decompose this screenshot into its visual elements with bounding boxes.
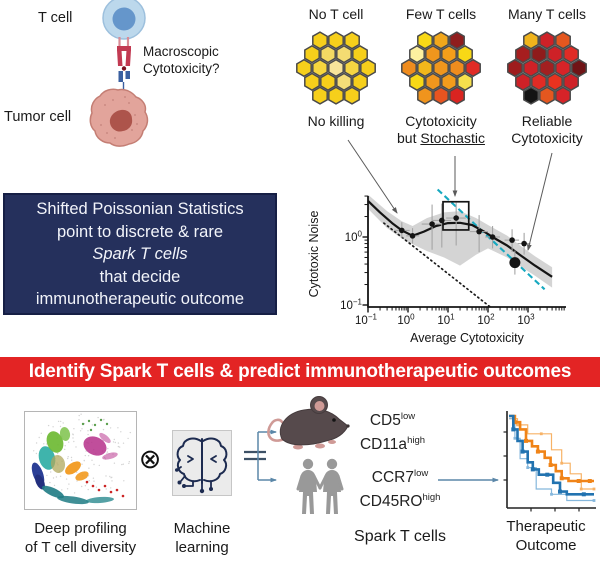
headline-banner: Identify Spark T cells & predict immunot… [0,357,600,387]
statement-line-1: Shifted Poissonian Statistics [36,200,244,218]
statement-box: Shifted Poissonian Statistics point to d… [3,193,277,315]
therapeutic-outcome-line1: Therapeutic [506,518,586,535]
marker-cd5-base: CD5 [369,412,401,430]
caption-stochastic-line2-prefix: but [397,130,421,146]
marker-cd11a-base: CD11a [359,436,408,454]
svg-text:100: 100 [397,313,415,328]
svg-text:100: 100 [345,230,363,245]
brain-circuit-icon [175,437,228,494]
marker-cd11a: CD11ahigh [345,431,440,455]
caption-reliable-line2: Cytotoxicity [511,130,583,146]
spark-t-cells-label: Spark T cells [354,528,446,545]
honeycomb-few-tcells [401,31,481,105]
caption-no-killing-line1: No killing [307,113,365,129]
tsne-scatter-icon [31,413,131,505]
svg-text:10−1: 10−1 [355,313,377,328]
statement-line-5: immunotherapeutic outcome [35,290,245,309]
marker-ccr7-base: CCR7 [371,469,414,487]
macroscopic-line1: Macroscopic [143,44,219,59]
caption-stochastic-underlined: Stochastic [420,130,485,146]
marker-ccr7-sup: low [413,468,429,479]
t-cell-icon [102,0,146,40]
marker-cd45ro-sup: high [422,492,441,504]
svg-text:10−1: 10−1 [340,298,362,313]
caption-reliable: Reliable Cytotoxicity [491,113,600,147]
statement-line-2: point to discrete & rare [57,222,223,241]
marker-cd45ro: CD45ROhigh [352,488,448,512]
otimes-operator-icon: ⊗ [138,444,162,474]
macroscopic-line2: Cytotoxicity? [143,60,220,76]
honeycomb-title-few-tcells: Few T cells [405,6,477,22]
therapeutic-outcome-chart [503,411,596,512]
cytotoxic-noise-chart: 10−1 100 101 102 103 100 10−1 Average Cytotoxic… [307,139,566,345]
svg-text:103: 103 [517,313,535,328]
caption-no-killing: No killing [286,113,386,130]
machine-learning-line2: learning [175,538,229,556]
tcell-tumor-illustration [89,0,149,147]
tumor-cell-label: Tumor cell [4,109,72,125]
tcr-receptor-icon [117,37,131,92]
honeycomb-many-tcells [507,31,587,105]
svg-text:Cytotoxic Noise: Cytotoxic Noise [307,211,321,298]
caption-stochastic-line1: Cytotoxicity [405,113,477,129]
caption-stochastic: Cytotoxicity but Stochastic [383,113,499,147]
t-cell-label: T cell [38,10,73,26]
marker-cd5-sup: low [400,411,416,422]
macroscopic-cytotoxicity-label: Macroscopic Cytotoxicity? [143,44,220,77]
statement-line-3: Spark T cells [92,245,188,264]
marker-cd11a-sup: high [407,435,426,447]
deep-profiling-line2: of T cell diversity [24,538,137,556]
honeycomb-no-tcell [296,31,376,105]
machine-learning-caption: Machine learning [168,520,236,557]
tsne-plot-frame [24,411,137,510]
machine-learning-line1: Machine [173,520,231,537]
svg-text:101: 101 [437,313,455,328]
marker-cd5: CD5low [345,407,440,431]
honeycomb-title-many-tcells: Many T cells [507,6,587,22]
human-marker-labels: CCR7low CD45ROhigh [352,464,448,512]
tumor-cell-icon [89,88,149,147]
marker-ccr7: CCR7low [352,464,448,488]
honeycomb-title-no-tcell: No T cell [308,6,364,22]
caption-reliable-line1: Reliable [521,113,573,129]
svg-text:102: 102 [477,313,495,328]
therapeutic-outcome-caption: Therapeutic Outcome [492,518,600,555]
therapeutic-outcome-line2: Outcome [515,536,577,554]
deep-profiling-line1: Deep profiling [34,520,127,537]
marker-cd45ro-base: CD45RO [359,493,423,511]
branch-connector [244,429,277,483]
outcome-arrow [438,477,499,483]
svg-text:Average Cytotoxicity: Average Cytotoxicity [410,331,524,345]
mouse-marker-labels: CD5low CD11ahigh [345,407,440,455]
deep-profiling-caption: Deep profiling of T cell diversity [8,520,153,557]
statement-line-4: that decide [99,267,181,286]
mouse-icon [267,396,350,450]
machine-learning-frame [172,430,232,496]
humans-icon [296,458,344,514]
